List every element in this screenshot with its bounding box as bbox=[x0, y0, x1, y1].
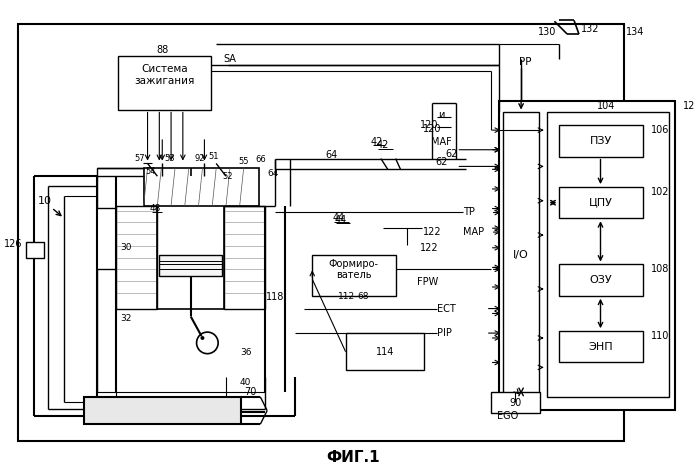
Text: 122: 122 bbox=[419, 243, 438, 253]
Text: 66: 66 bbox=[255, 155, 266, 164]
Text: 53: 53 bbox=[165, 154, 175, 163]
Text: ОЗУ: ОЗУ bbox=[589, 275, 612, 285]
Circle shape bbox=[201, 336, 204, 340]
Text: 120: 120 bbox=[423, 124, 441, 134]
Text: 132: 132 bbox=[582, 24, 600, 34]
Text: ПЗУ: ПЗУ bbox=[589, 136, 612, 146]
Text: 90: 90 bbox=[509, 398, 521, 408]
Text: 108: 108 bbox=[651, 264, 669, 274]
Bar bbox=[312, 255, 396, 296]
Text: 12: 12 bbox=[683, 100, 696, 110]
Bar bbox=[345, 333, 424, 370]
Text: 51: 51 bbox=[208, 152, 219, 161]
Text: 62: 62 bbox=[435, 156, 448, 166]
Bar bbox=[159, 255, 222, 276]
Text: 54: 54 bbox=[145, 167, 156, 176]
Bar bbox=[547, 112, 669, 397]
Text: MAP: MAP bbox=[463, 227, 484, 237]
Bar bbox=[503, 112, 539, 397]
Text: 114: 114 bbox=[375, 346, 394, 357]
Text: и: и bbox=[438, 110, 445, 120]
Text: ФИГ.1: ФИГ.1 bbox=[326, 450, 380, 465]
Text: 30: 30 bbox=[120, 243, 131, 252]
Text: TP: TP bbox=[463, 208, 475, 218]
Text: FPW: FPW bbox=[417, 277, 438, 287]
Bar bbox=[559, 331, 642, 363]
Text: ЭНП: ЭНП bbox=[588, 342, 613, 352]
Text: 110: 110 bbox=[651, 331, 669, 341]
Text: 68: 68 bbox=[357, 292, 369, 301]
Text: 70: 70 bbox=[245, 387, 257, 397]
Bar bbox=[26, 242, 43, 257]
Text: PIP: PIP bbox=[437, 328, 452, 338]
Text: 102: 102 bbox=[651, 187, 669, 197]
Text: 40: 40 bbox=[240, 378, 251, 387]
Text: PP: PP bbox=[519, 56, 531, 66]
Bar bbox=[559, 264, 642, 296]
Text: 92: 92 bbox=[194, 154, 205, 163]
Text: 104: 104 bbox=[597, 100, 616, 110]
Bar bbox=[559, 187, 642, 219]
Text: 42: 42 bbox=[377, 140, 389, 150]
Text: 64: 64 bbox=[267, 169, 279, 178]
Text: 112: 112 bbox=[338, 292, 355, 301]
Text: 42: 42 bbox=[370, 137, 383, 147]
Text: 52: 52 bbox=[223, 172, 233, 181]
Text: 57: 57 bbox=[134, 154, 145, 163]
Text: ЦПУ: ЦПУ bbox=[589, 198, 612, 208]
Text: EGO: EGO bbox=[497, 411, 518, 421]
Text: 32: 32 bbox=[120, 314, 131, 323]
Text: 44: 44 bbox=[335, 215, 347, 225]
Text: 122: 122 bbox=[423, 227, 441, 237]
Bar bbox=[116, 206, 157, 309]
Bar bbox=[491, 392, 540, 413]
Bar bbox=[84, 397, 240, 424]
Text: 64: 64 bbox=[326, 150, 338, 160]
Text: Формиро-
ватель: Формиро- ватель bbox=[329, 258, 378, 280]
Text: 134: 134 bbox=[626, 27, 644, 37]
Text: 62: 62 bbox=[445, 149, 458, 159]
Bar bbox=[118, 55, 211, 109]
Bar bbox=[143, 168, 259, 206]
Text: MAF: MAF bbox=[431, 137, 452, 147]
Bar bbox=[18, 24, 624, 441]
Text: 44: 44 bbox=[333, 213, 345, 223]
Text: Система
зажигания: Система зажигания bbox=[134, 64, 194, 86]
Text: 126: 126 bbox=[3, 239, 22, 249]
Bar bbox=[559, 125, 642, 156]
Text: ECT: ECT bbox=[437, 303, 456, 314]
Text: SA: SA bbox=[223, 54, 236, 64]
Text: I/O: I/O bbox=[513, 250, 529, 260]
Text: 48: 48 bbox=[150, 204, 161, 213]
Text: 130: 130 bbox=[538, 27, 556, 37]
Text: 10: 10 bbox=[38, 196, 52, 206]
Text: 118: 118 bbox=[266, 292, 284, 302]
Text: 88: 88 bbox=[156, 45, 168, 55]
Bar bbox=[224, 206, 265, 309]
Text: 106: 106 bbox=[651, 125, 669, 135]
Text: 120: 120 bbox=[419, 120, 438, 130]
Text: 55: 55 bbox=[238, 157, 249, 166]
Text: 36: 36 bbox=[240, 348, 252, 357]
Bar bbox=[498, 100, 675, 410]
Bar bbox=[96, 168, 143, 208]
